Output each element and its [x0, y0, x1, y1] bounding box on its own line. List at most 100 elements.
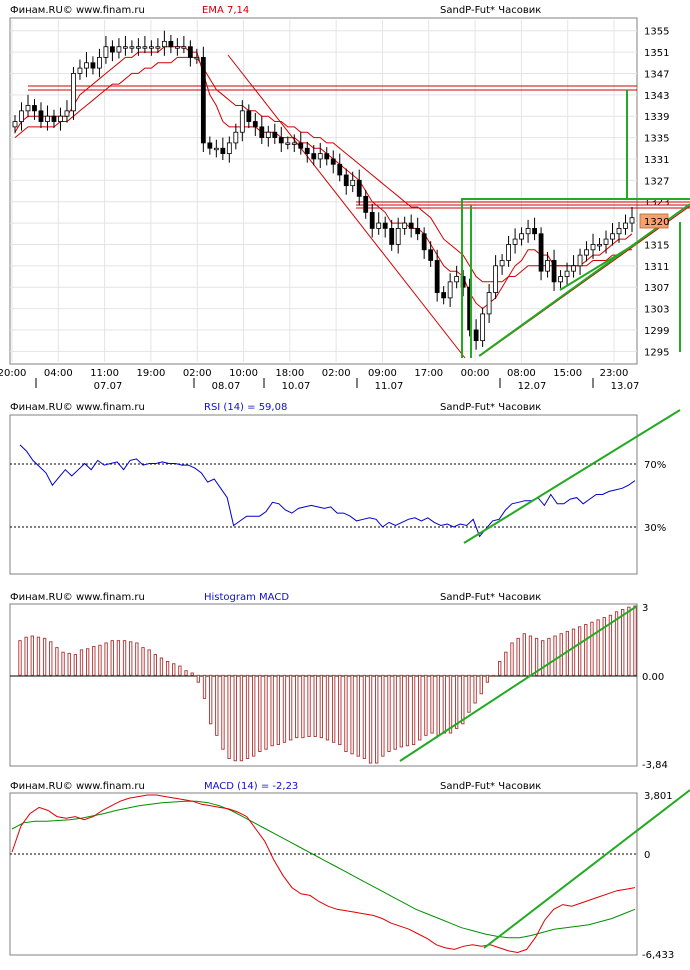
histogram-bar: [614, 611, 619, 676]
candle-body: [311, 153, 317, 160]
macd-panel-frame: [9, 792, 638, 956]
price-level-lines: [28, 54, 690, 359]
candle-body: [597, 244, 602, 247]
candle-body: [142, 46, 148, 49]
histogram-bar: [319, 674, 323, 739]
histogram-bar: [479, 674, 483, 695]
hist-header-source: Финам.RU© www.finam.ru: [10, 592, 145, 603]
price-date-label: 08.07: [212, 381, 241, 392]
rsi-label-30: 30%: [644, 523, 666, 534]
histogram-panel-frame: [9, 603, 638, 767]
histogram-bar: [202, 674, 207, 699]
candle-body: [226, 142, 232, 154]
histogram-bar: [608, 614, 613, 676]
price-date-label: 07.07: [94, 381, 123, 392]
price-green-annotations: [461, 90, 690, 358]
candle-body: [220, 147, 226, 154]
histogram-bar: [42, 637, 47, 676]
histogram-bar: [504, 651, 508, 676]
macd-signal-line: [11, 800, 636, 939]
histogram-bar: [584, 624, 588, 676]
hist-label-zero: 0.00: [642, 672, 664, 683]
candle-body: [473, 329, 479, 342]
candle-body: [155, 46, 161, 49]
histogram-bar: [270, 674, 274, 747]
histogram-bar: [307, 674, 311, 737]
histogram-bar: [381, 674, 385, 757]
candle-body: [64, 110, 70, 117]
price-x-tick: 15:00: [553, 368, 582, 379]
histogram-bar: [571, 628, 576, 676]
candle-body: [408, 222, 414, 229]
candle-body: [278, 137, 284, 144]
histogram-bar: [448, 674, 453, 734]
candle-body: [629, 217, 635, 224]
price-x-tick: 02:00: [183, 368, 212, 379]
histogram-bar: [135, 642, 139, 676]
rsi-header-source: Финам.RU© www.finam.ru: [10, 402, 145, 413]
candle-body: [58, 115, 63, 122]
histogram-bar: [627, 606, 631, 676]
candle-body: [123, 46, 128, 49]
histogram-bar: [522, 633, 526, 676]
histogram-bar: [153, 654, 157, 676]
histogram-bar: [491, 674, 496, 677]
candle-body: [428, 249, 434, 261]
price-x-tick: 10:00: [229, 368, 258, 379]
histogram-bar: [67, 652, 71, 676]
candle-body: [135, 46, 141, 49]
histogram-bar: [418, 674, 422, 741]
rsi-trend-line: [463, 409, 681, 544]
candle-body: [291, 142, 297, 145]
candle-body: [324, 153, 330, 160]
candle-body: [551, 260, 557, 283]
histogram-bar: [442, 674, 446, 734]
histogram-bar: [110, 640, 114, 676]
candle-body: [207, 142, 213, 149]
candle-body: [181, 46, 187, 49]
histogram-bar: [553, 635, 557, 676]
histogram-bar: [208, 674, 213, 725]
price-x-tick: 23:00: [600, 368, 629, 379]
candle-body: [499, 260, 505, 267]
rsi-header-indicator: RSI (14) = 59,08: [204, 402, 287, 413]
candle-body: [486, 292, 492, 315]
histogram-bar: [516, 637, 520, 676]
candle-body: [454, 276, 460, 283]
histogram-bar: [258, 674, 262, 752]
candle-body: [32, 105, 37, 112]
histogram-bar: [221, 674, 225, 750]
candle-body: [38, 110, 44, 122]
histogram-bar: [122, 640, 127, 676]
candle-body: [252, 121, 258, 128]
price-y-tick: 1299: [644, 326, 669, 337]
histogram-bar: [159, 657, 164, 676]
ema-slow-line: [14, 56, 632, 283]
candle-body: [343, 174, 349, 187]
histogram-bar: [411, 674, 416, 746]
candle-body: [616, 228, 622, 235]
histogram-bars: [18, 605, 637, 764]
candle-body: [330, 158, 336, 165]
candle-body: [506, 244, 512, 261]
price-grid: [10, 20, 637, 362]
histogram-bar: [590, 621, 594, 676]
candle-body: [51, 115, 57, 122]
candle-body: [97, 57, 102, 69]
candle-body: [213, 147, 219, 151]
histogram-bar: [165, 660, 170, 676]
price-x-tick: 19:00: [137, 368, 166, 379]
price-y-tick: 1315: [644, 240, 669, 251]
histogram-bar: [633, 605, 637, 676]
macd-label-bottom: -6,433: [642, 950, 674, 961]
price-y-axis: 1355135113471343133913351331132713231319…: [644, 27, 669, 359]
histogram-bar: [344, 674, 348, 752]
histogram-bar: [245, 674, 250, 759]
histogram-bar: [362, 674, 367, 759]
candle-body: [12, 121, 18, 128]
histogram-bar: [301, 674, 305, 739]
candle-body: [376, 222, 382, 229]
ema-fast-line: [14, 46, 633, 310]
candle-body: [447, 281, 453, 299]
